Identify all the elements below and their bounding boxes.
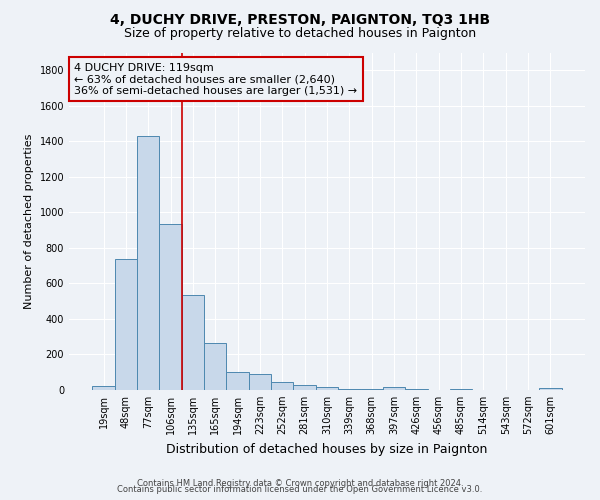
Bar	[271, 382, 293, 390]
Text: 4 DUCHY DRIVE: 119sqm
← 63% of detached houses are smaller (2,640)
36% of semi-d: 4 DUCHY DRIVE: 119sqm ← 63% of detached …	[74, 62, 357, 96]
X-axis label: Distribution of detached houses by size in Paignton: Distribution of detached houses by size …	[166, 442, 488, 456]
Text: Size of property relative to detached houses in Paignton: Size of property relative to detached ho…	[124, 28, 476, 40]
Bar	[249, 374, 271, 390]
Bar	[204, 343, 226, 390]
Bar	[182, 295, 204, 390]
Bar	[160, 224, 182, 390]
Bar	[539, 388, 562, 390]
Bar	[137, 136, 160, 390]
Text: Contains public sector information licensed under the Open Government Licence v3: Contains public sector information licen…	[118, 485, 482, 494]
Text: Contains HM Land Registry data © Crown copyright and database right 2024.: Contains HM Land Registry data © Crown c…	[137, 478, 463, 488]
Bar	[338, 389, 361, 390]
Bar	[293, 385, 316, 390]
Bar	[226, 372, 249, 390]
Text: 4, DUCHY DRIVE, PRESTON, PAIGNTON, TQ3 1HB: 4, DUCHY DRIVE, PRESTON, PAIGNTON, TQ3 1…	[110, 12, 490, 26]
Y-axis label: Number of detached properties: Number of detached properties	[24, 134, 34, 309]
Bar	[316, 387, 338, 390]
Bar	[383, 388, 405, 390]
Bar	[92, 386, 115, 390]
Bar	[115, 258, 137, 390]
